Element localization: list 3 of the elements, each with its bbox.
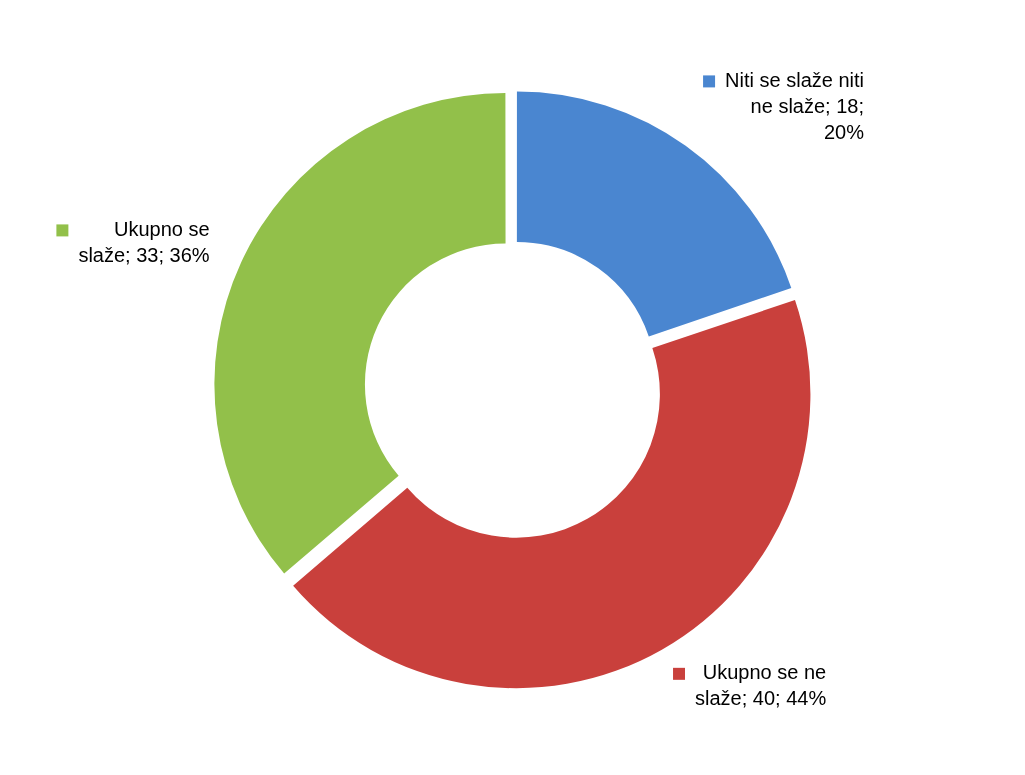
legend-label: Ukupno se slaže; 33; 36% [78,217,210,266]
legend-label: Niti se slaže niti ne slaže; 18; 20% [725,68,865,143]
legend-label: Ukupno se ne slaže; 40; 44% [695,661,827,710]
